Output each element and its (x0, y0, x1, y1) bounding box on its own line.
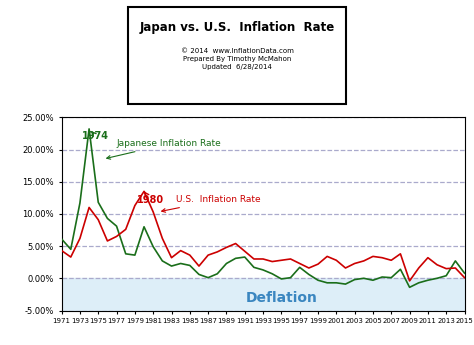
Text: U.S.  Inflation Rate: U.S. Inflation Rate (162, 195, 261, 212)
Text: Japanese Inflation Rate: Japanese Inflation Rate (107, 139, 221, 159)
Text: 1980: 1980 (137, 192, 164, 205)
Text: Japan vs. U.S.  Inflation  Rate: Japan vs. U.S. Inflation Rate (139, 21, 335, 34)
Text: © 2014  www.InflationData.com
Prepared By Timothy McMahon
Updated  6/28/2014: © 2014 www.InflationData.com Prepared By… (181, 48, 293, 70)
Text: Deflation: Deflation (246, 290, 317, 305)
Text: 1974: 1974 (82, 130, 109, 140)
